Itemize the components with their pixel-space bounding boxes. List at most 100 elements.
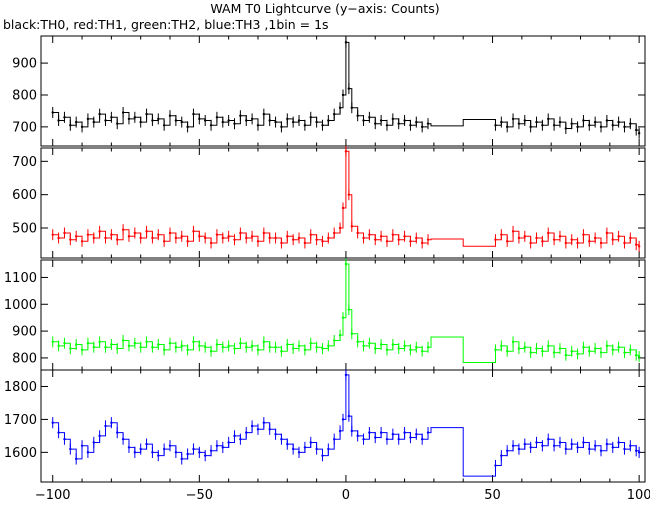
data-point-th3 [327,447,330,451]
data-point-th0 [635,128,638,132]
data-point-th1 [221,236,224,240]
data-point-th2 [341,316,345,319]
data-point-th3 [127,446,131,449]
data-point-th1 [245,236,248,240]
data-point-th3 [611,446,614,449]
data-point-th2 [347,308,351,311]
data-point-th2 [564,354,568,357]
data-point-th2 [186,348,189,352]
data-point-th0 [415,120,418,124]
data-point-th1 [403,235,406,238]
data-point-th2 [588,350,591,353]
data-point-th2 [415,345,418,349]
data-point-th1 [215,233,219,236]
data-point-th1 [338,226,342,230]
y-tick-label: 900 [12,57,37,72]
data-point-th3 [250,424,254,428]
data-point-th2 [250,344,254,348]
data-point-th1 [280,241,283,245]
data-point-th1 [617,235,620,238]
y-tick-label: 600 [12,188,37,203]
data-point-th3 [221,446,224,449]
data-point-th1 [315,238,318,241]
data-point-th1 [511,230,515,233]
data-point-th2 [629,348,632,352]
data-point-th0 [274,120,277,124]
data-point-th3 [92,441,95,444]
data-point-th1 [611,238,614,241]
data-point-th2 [558,347,562,350]
data-point-th3 [535,441,538,444]
data-point-th0 [227,119,230,122]
data-point-th1 [558,235,562,238]
data-point-th2 [333,339,336,342]
data-point-th3 [291,447,295,451]
data-point-th2 [86,341,90,345]
data-point-th3 [420,437,424,441]
data-point-th3 [523,442,526,446]
data-point-th2 [611,348,614,352]
data-point-th1 [98,230,101,233]
data-point-th3 [570,442,573,446]
data-point-th2 [227,344,230,348]
data-point-th2 [215,343,219,346]
data-point-th3 [582,441,585,444]
data-point-th3 [605,442,609,446]
data-point-th1 [127,235,131,238]
data-point-th3 [180,457,183,461]
data-point-th0 [541,124,544,127]
data-point-th2 [426,345,430,349]
data-point-th1 [297,236,301,240]
data-point-th3 [51,421,54,424]
data-point-th2 [593,347,597,350]
data-point-th0 [379,119,383,122]
data-point-th0 [157,117,160,121]
data-point-th0 [321,124,324,127]
data-point-th2 [51,340,54,344]
data-point-th1 [570,238,573,241]
data-point-th1 [356,231,359,235]
data-point-th2 [374,347,377,350]
data-point-th2 [315,345,318,349]
data-point-th2 [523,345,526,349]
data-point-th2 [286,343,289,346]
data-point-th0 [168,114,172,117]
data-point-th0 [127,117,131,121]
data-point-th1 [209,241,213,245]
data-point-th0 [203,119,207,122]
data-point-th3 [333,437,336,441]
data-point-th3 [151,451,154,454]
data-point-th0 [209,124,213,127]
y-tick-label: 1600 [4,446,37,461]
data-point-th0 [162,124,166,127]
data-point-th2 [547,344,550,348]
data-point-th0 [362,119,365,122]
data-point-th2 [209,350,213,353]
data-point-th3 [198,451,201,454]
data-point-th0 [333,112,336,116]
data-point-th1 [69,238,72,241]
data-point-th1 [303,241,307,245]
data-point-th2 [552,351,556,354]
data-point-th0 [593,120,597,124]
data-point-th2 [517,347,521,350]
data-point-th0 [198,117,201,121]
data-point-th1 [593,236,597,240]
data-point-th0 [350,106,353,109]
data-point-th1 [168,231,172,235]
data-point-th1 [415,236,418,240]
data-point-th0 [391,117,395,121]
data-point-th3 [286,442,289,446]
data-point-th3 [517,447,521,451]
data-point-th3 [203,454,207,457]
data-point-th1 [186,240,189,243]
data-point-th0 [133,116,137,119]
data-point-th1 [262,231,266,235]
data-point-th3 [599,449,603,452]
data-point-th0 [297,119,301,122]
data-point-th3 [86,451,90,454]
data-point-th3 [63,437,66,441]
data-point-th0 [599,125,603,129]
data-point-th2 [280,350,283,353]
chart-title: WAM T0 Lightcurve (y−axis: Counts) [210,1,440,16]
